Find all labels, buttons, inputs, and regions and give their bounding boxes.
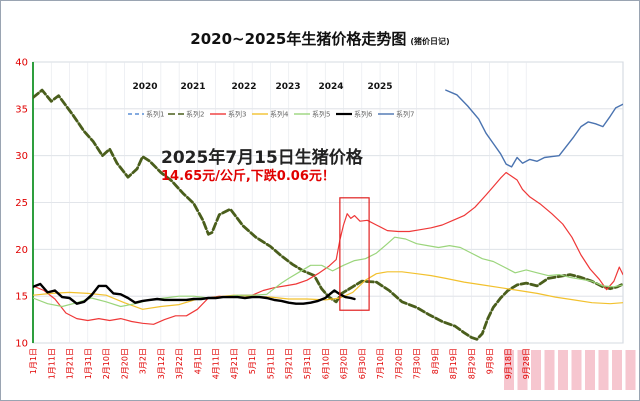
x-tick-labels: 1月1日 1月11日 1月21日 1月31日 2月10日 2月20日 3月2日 3月12日 3月… [29,348,531,379]
series-lines [33,88,623,341]
blurred-label-block [571,350,582,390]
blurred-label-block [504,350,514,390]
y-tick-label: 40 [15,58,28,69]
highlight-box [339,197,370,311]
series-line-3 [33,171,623,325]
legend-label: 系列2 [186,110,204,119]
x-tick-label: 5月31日 [303,348,312,379]
series-line-6 [33,282,356,305]
highlight-rect [339,197,370,311]
x-tick-label: 9月8日 [486,348,495,374]
legend: 系列1 系列2 系列3 系列4 系列5 系列6 系列7 [128,110,414,119]
x-tick-label: 2月10日 [102,348,111,379]
x-tick-label: 4月1日 [193,348,202,374]
x-tick-label: 8月9日 [431,348,440,374]
legend-label: 系列1 [146,110,164,119]
year-label: 2022 [231,82,256,92]
legend-label: 系列4 [270,110,289,119]
blurred-label-block [585,350,595,390]
grid [32,61,636,390]
y-tick-label: 25 [15,198,28,209]
x-tick-label: 5月1日 [248,348,257,374]
x-tick-label: 7月10日 [376,348,385,379]
legend-label: 系列7 [396,110,414,119]
year-label: 2020 [132,82,157,92]
x-tick-label: 1月31日 [84,348,93,379]
y-tick-label: 20 [15,245,28,256]
year-label: 2025 [367,82,392,92]
x-tick-label: 1月21日 [66,348,75,379]
series-line-2 [33,88,623,341]
legend-label: 系列5 [312,110,330,119]
x-tick-label: 1月11日 [47,348,56,379]
blurred-label-block [598,350,609,390]
year-label: 2021 [180,82,205,92]
chart-title-text: 2020~2025年生猪价格走势图 [190,30,407,48]
year-label: 2024 [318,82,343,92]
y-tick-labels: 10 15 20 25 30 35 40 [15,58,28,350]
chart-title-note: (猪价日记) [410,37,450,46]
blurred-label-block [612,350,622,390]
x-tick-label: 3月22日 [175,348,184,379]
x-tick-label: 2月20日 [120,348,129,379]
x-tick-label: 3月2日 [139,348,148,374]
x-tick-label: 6月30日 [358,348,367,379]
x-tick-label: 5月21日 [285,348,294,379]
blurred-label-block [517,350,528,390]
blurred-label-block [558,350,568,390]
blurred-label-block [544,350,555,390]
y-tick-label: 10 [15,339,28,350]
x-tick-label: 8月19日 [449,348,458,379]
x-tick-label: 4月11日 [212,348,221,379]
blurred-label-block [531,350,541,390]
series-line-4 [33,271,623,310]
chart-title: 2020~2025年生猪价格走势图 (猪价日记) [0,28,640,49]
year-label: 2023 [275,82,300,92]
x-tick-label: 6月20日 [340,348,349,379]
series-line-7 [445,89,623,168]
legend-label: 系列3 [228,110,246,119]
legend-label: 系列6 [354,110,373,119]
x-tick-label: 8月29日 [467,348,476,379]
x-tick-label: 1月1日 [29,348,38,374]
y-tick-label: 35 [15,104,28,115]
x-tick-label: 4月21日 [230,348,239,379]
annotation-headline: 2025年7月15日生猪价格 [161,147,364,168]
x-tick-label: 9月28日 [522,348,531,379]
blurred-label-block [625,350,636,390]
x-tick-label: 7月20日 [394,348,403,379]
x-tick-label: 9月18日 [504,348,513,379]
x-tick-label: 3月12日 [157,348,166,379]
year-labels: 2020 2021 2022 2023 2024 2025 [132,82,392,92]
y-tick-label: 30 [15,151,28,162]
annotation-detail: 14.65元/公斤,下跌0.06元！ [161,168,335,184]
y-tick-label: 15 [15,292,28,303]
x-tick-label: 6月10日 [321,348,330,379]
x-tick-label: 7月30日 [413,348,422,379]
x-tick-label: 5月11日 [266,348,275,379]
